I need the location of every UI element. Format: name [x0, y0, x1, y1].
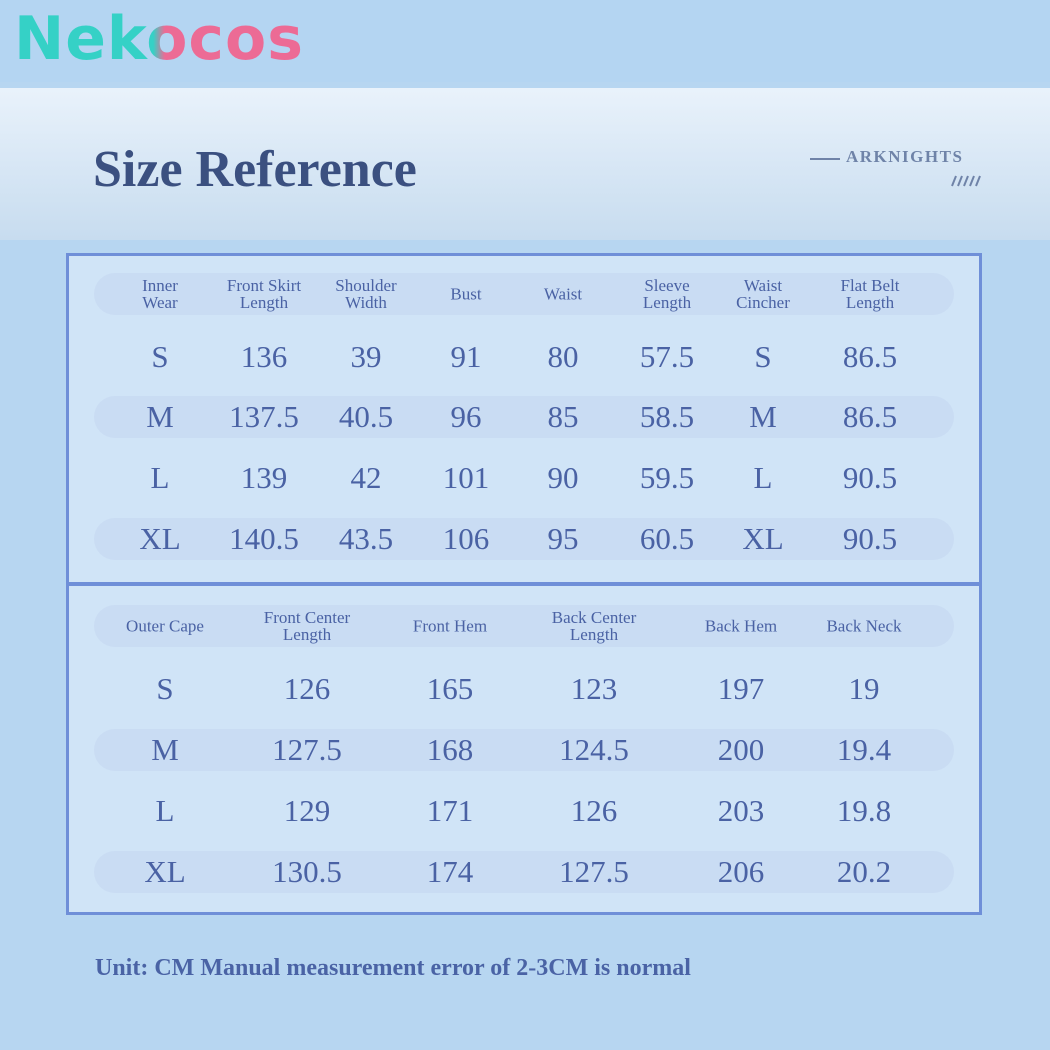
table-cell: 86.5	[842, 339, 898, 374]
table-cell: 80	[547, 339, 579, 374]
table-cell: 127.5	[272, 732, 342, 767]
table-cell: 42	[350, 460, 382, 495]
table-cell: 127.5	[559, 854, 629, 889]
table-cell: 85	[547, 399, 579, 434]
column-header: Back Neck	[826, 616, 902, 636]
column-header: Back Hem	[704, 616, 778, 636]
column-header: Flat Belt Length	[840, 276, 900, 312]
column-header: Outer Cape	[126, 616, 204, 636]
table-cell: 60.5	[639, 521, 695, 556]
column-header: Waist Cincher	[736, 276, 790, 312]
table-cell: 203	[717, 793, 765, 828]
table-cell: S	[156, 671, 174, 706]
table-cell: 57.5	[639, 339, 695, 374]
column-header: Back Center Length	[551, 608, 637, 644]
table-cell: 39	[350, 339, 382, 374]
row-stripe	[94, 396, 954, 438]
table-cell: 90.5	[842, 460, 898, 495]
table-cell: 130.5	[272, 854, 342, 889]
table-cell: XL	[742, 521, 784, 556]
column-header: Front Center Length	[263, 608, 351, 644]
table-cell: 206	[717, 854, 765, 889]
banner	[0, 88, 1050, 240]
brand-logo: Nekocos	[14, 4, 304, 74]
table-cell: M	[749, 399, 777, 434]
row-stripe	[94, 729, 954, 771]
table-cell: M	[146, 399, 174, 434]
table-cell: 106	[442, 521, 490, 556]
table-cell: 171	[426, 793, 474, 828]
table-cell: 59.5	[639, 460, 695, 495]
table-cell: L	[155, 793, 175, 828]
table-cell: 139	[240, 460, 288, 495]
table-cell: 96	[450, 399, 482, 434]
table-cell: 137.5	[229, 399, 299, 434]
column-header: Front Hem	[412, 616, 488, 636]
table-cell: 58.5	[639, 399, 695, 434]
table-cell: 19.4	[836, 732, 892, 767]
table-cell: 95	[547, 521, 579, 556]
table-cell: S	[151, 339, 169, 374]
row-stripe	[94, 518, 954, 560]
column-header: Inner Wear	[142, 276, 178, 312]
table-cell: 140.5	[229, 521, 299, 556]
table-cell: 200	[717, 732, 765, 767]
table-cell: 197	[717, 671, 765, 706]
franchise-tag: ARKNIGHTS	[846, 147, 964, 166]
table-cell: 123	[570, 671, 618, 706]
table-cell: 90	[547, 460, 579, 495]
table-cell: 129	[283, 793, 331, 828]
table-cell: XL	[144, 854, 186, 889]
table-cell: 43.5	[338, 521, 394, 556]
top-bar	[0, 0, 1050, 82]
column-header: Waist	[543, 284, 583, 304]
column-header: Front Skirt Length	[226, 276, 302, 312]
table-cell: 20.2	[836, 854, 892, 889]
table-cell: 126	[570, 793, 618, 828]
table-cell: 165	[426, 671, 474, 706]
table-cell: 126	[283, 671, 331, 706]
table-cell: 40.5	[338, 399, 394, 434]
tag-decoration	[810, 158, 981, 187]
table-cell: 168	[426, 732, 474, 767]
table-cell: 136	[240, 339, 288, 374]
table-cell: L	[150, 460, 170, 495]
table-cell: 90.5	[842, 521, 898, 556]
table-cell: 174	[426, 854, 474, 889]
table-cell: XL	[139, 521, 181, 556]
footnote: Unit: CM Manual measurement error of 2-3…	[95, 955, 691, 981]
table-cell: M	[151, 732, 179, 767]
table-cell: L	[753, 460, 773, 495]
header-pill	[94, 605, 954, 647]
row-stripe	[94, 851, 954, 893]
table-cell: 124.5	[559, 732, 629, 767]
table-cell: 91	[450, 339, 482, 374]
table-cell: 86.5	[842, 399, 898, 434]
column-header: Sleeve Length	[642, 276, 692, 312]
header-pill	[94, 273, 954, 315]
table-cell: 101	[442, 460, 490, 495]
table-cell: 19	[848, 671, 880, 706]
column-header: Shoulder Width	[335, 276, 397, 312]
column-header: Bust	[450, 284, 482, 304]
table-cell: 19.8	[836, 793, 892, 828]
page-title: Size Reference	[93, 141, 417, 198]
table-cell: S	[754, 339, 772, 374]
